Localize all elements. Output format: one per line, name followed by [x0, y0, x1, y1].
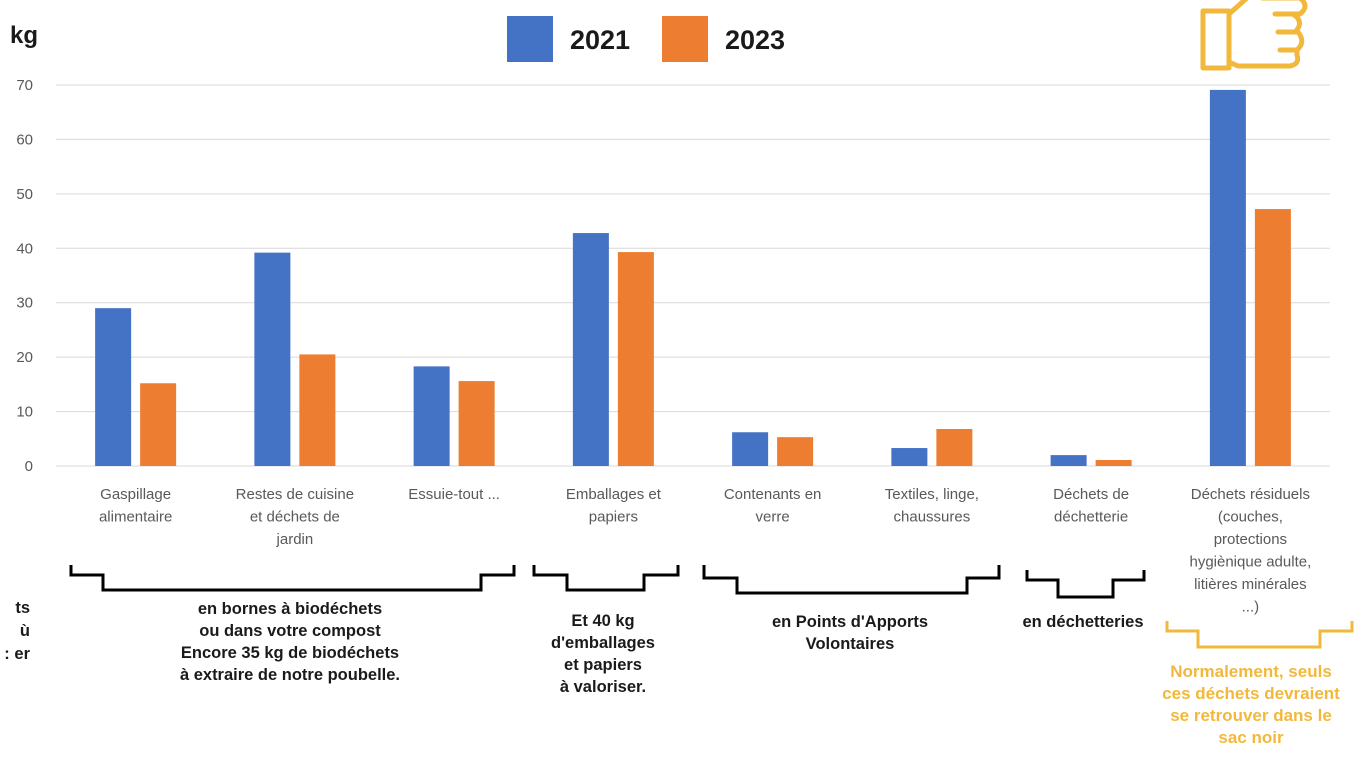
note-line: à valoriser.: [559, 678, 647, 696]
note-line: en déchetteries: [1022, 613, 1144, 631]
legend-swatch-2023: [662, 16, 708, 62]
bar-2023: [617, 252, 654, 466]
category-label: Textiles, linge,: [885, 486, 979, 503]
y-tick-label: 60: [16, 131, 33, 148]
y-tick-label: 10: [16, 404, 33, 421]
note-line: d'emballages: [551, 634, 655, 652]
y-unit-label: kg: [10, 22, 38, 49]
category-label: jardin: [276, 531, 314, 548]
cut-off-line: er :: [4, 645, 30, 663]
note-line: Normalement, seuls: [1170, 662, 1332, 681]
note-pav: en Points d'Apports Volontaires: [740, 611, 960, 655]
note-line: et papiers: [564, 656, 642, 674]
bracket-emballages: [532, 565, 680, 592]
bar-2021: [732, 432, 769, 466]
bar-2021: [572, 233, 609, 466]
y-tick-label: 0: [25, 458, 33, 475]
bar-2021: [1209, 89, 1246, 467]
y-tick-label: 20: [16, 349, 33, 366]
note-biodechets: en bornes à biodéchets ou dans votre com…: [130, 598, 450, 686]
category-label: Contenants en: [724, 486, 822, 503]
category-label: protections: [1214, 531, 1287, 548]
thumbs-up-icon: [1200, 0, 1308, 71]
note-line: ces déchets devraient: [1162, 684, 1340, 703]
category-label: Emballages et: [566, 486, 662, 503]
bracket-residuels: [1165, 621, 1354, 649]
bar-2021: [95, 308, 132, 466]
bar-2023: [458, 381, 495, 466]
bar-2023: [1095, 460, 1132, 466]
category-label: Gaspillage: [100, 486, 171, 503]
bar-2023: [140, 383, 177, 466]
bar-2021: [413, 366, 450, 466]
category-label: Déchets de: [1053, 486, 1129, 503]
note-line: ou dans votre compost: [199, 622, 381, 640]
cut-off-text: ts ù er :: [0, 597, 30, 666]
bar-2021: [891, 448, 928, 466]
category-label: papiers: [589, 509, 638, 526]
category-label: (couches,: [1218, 509, 1283, 526]
y-tick-label: 30: [16, 295, 33, 312]
cut-off-line: ù: [19, 622, 30, 640]
note-emballages: Et 40 kg d'emballages et papiers à valor…: [528, 610, 678, 698]
bracket-pav: [702, 565, 1001, 595]
legend-swatch-2021: [507, 16, 553, 62]
legend-label-2023: 2023: [725, 25, 785, 55]
note-line: en Points d'Apports: [771, 613, 929, 631]
note-line: en bornes à biodéchets: [197, 600, 383, 618]
category-label: hygiènique adulte,: [1189, 554, 1311, 571]
note-line: sac noir: [1218, 728, 1284, 747]
y-tick-label: 40: [16, 240, 33, 257]
y-tick-label: 70: [16, 77, 33, 94]
category-label: Essuie-tout ...: [408, 486, 500, 503]
cut-off-line: ts: [15, 599, 30, 617]
note-line: se retrouver dans le: [1170, 706, 1332, 725]
bar-2023: [299, 354, 336, 466]
category-label: et déchets de: [250, 509, 340, 526]
category-label: Déchets résiduels: [1191, 486, 1310, 503]
y-tick-label: 50: [16, 186, 33, 203]
category-label: litières minérales: [1194, 576, 1307, 593]
category-label: déchetterie: [1054, 509, 1128, 526]
note-line: à extraire de notre poubelle.: [179, 666, 401, 684]
bar-2023: [1254, 209, 1291, 466]
note-dechetteries: en déchetteries: [1008, 611, 1158, 633]
bar-2023: [936, 428, 973, 466]
bar-2021: [254, 252, 291, 466]
category-label: Restes de cuisine: [236, 486, 354, 503]
bar-2023: [777, 437, 814, 466]
bar-2021: [1050, 455, 1087, 466]
note-residuels: Normalement, seuls ces déchets devraient…: [1140, 661, 1362, 749]
note-line: Encore 35 kg de biodéchets: [180, 644, 400, 662]
category-label: alimentaire: [99, 509, 172, 526]
legend-label-2021: 2021: [570, 25, 630, 55]
category-label: verre: [756, 509, 790, 526]
category-label: chaussures: [894, 509, 971, 526]
note-line: Et 40 kg: [571, 612, 635, 630]
bracket-biodechets: [69, 565, 516, 592]
bracket-dechetteries: [1025, 570, 1146, 599]
note-line: Volontaires: [805, 635, 895, 653]
category-label: ...): [1242, 599, 1260, 616]
